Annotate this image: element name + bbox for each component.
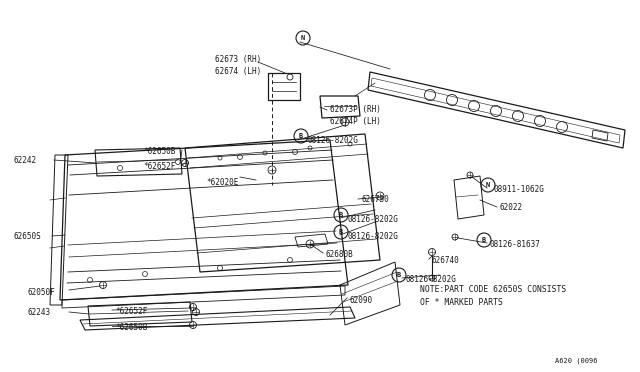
Text: *62652F: *62652F	[143, 162, 175, 171]
Text: 08126-8202G: 08126-8202G	[348, 215, 399, 224]
Text: NOTE:PART CODE 62650S CONSISTS: NOTE:PART CODE 62650S CONSISTS	[420, 285, 566, 294]
Text: 08126-8202G: 08126-8202G	[348, 232, 399, 241]
Text: 62674 (LH): 62674 (LH)	[215, 67, 261, 76]
Text: 626730: 626730	[362, 195, 390, 204]
Text: N: N	[301, 35, 305, 41]
Text: 08911-1062G: 08911-1062G	[494, 185, 545, 194]
Text: *62650B: *62650B	[143, 147, 175, 156]
Text: 62680B: 62680B	[326, 250, 354, 259]
Text: B: B	[482, 237, 486, 243]
Text: 62242: 62242	[13, 156, 36, 165]
Text: B: B	[299, 133, 303, 139]
Text: 62673P (RH): 62673P (RH)	[330, 105, 381, 114]
Text: *62020E: *62020E	[206, 178, 238, 187]
Text: 626740: 626740	[432, 256, 460, 265]
Text: 62090: 62090	[350, 296, 373, 305]
Text: B: B	[339, 229, 343, 235]
Text: A620 (0096: A620 (0096	[555, 358, 598, 365]
Text: *62650B: *62650B	[115, 323, 147, 332]
Text: OF * MARKED PARTS: OF * MARKED PARTS	[420, 298, 503, 307]
Text: 08126-8202G: 08126-8202G	[406, 275, 457, 284]
Text: B: B	[339, 212, 343, 218]
Text: 62673 (RH): 62673 (RH)	[215, 55, 261, 64]
Text: 62022: 62022	[499, 203, 522, 212]
Text: 08126-81637: 08126-81637	[490, 240, 541, 249]
Text: 08126-8202G: 08126-8202G	[308, 136, 359, 145]
Text: N: N	[486, 182, 490, 188]
Text: 62674P (LH): 62674P (LH)	[330, 117, 381, 126]
Text: 62650S: 62650S	[13, 232, 41, 241]
Text: 62050F: 62050F	[28, 288, 56, 297]
Text: 62243: 62243	[28, 308, 51, 317]
Text: B: B	[397, 272, 401, 278]
Text: *62652F: *62652F	[115, 307, 147, 316]
